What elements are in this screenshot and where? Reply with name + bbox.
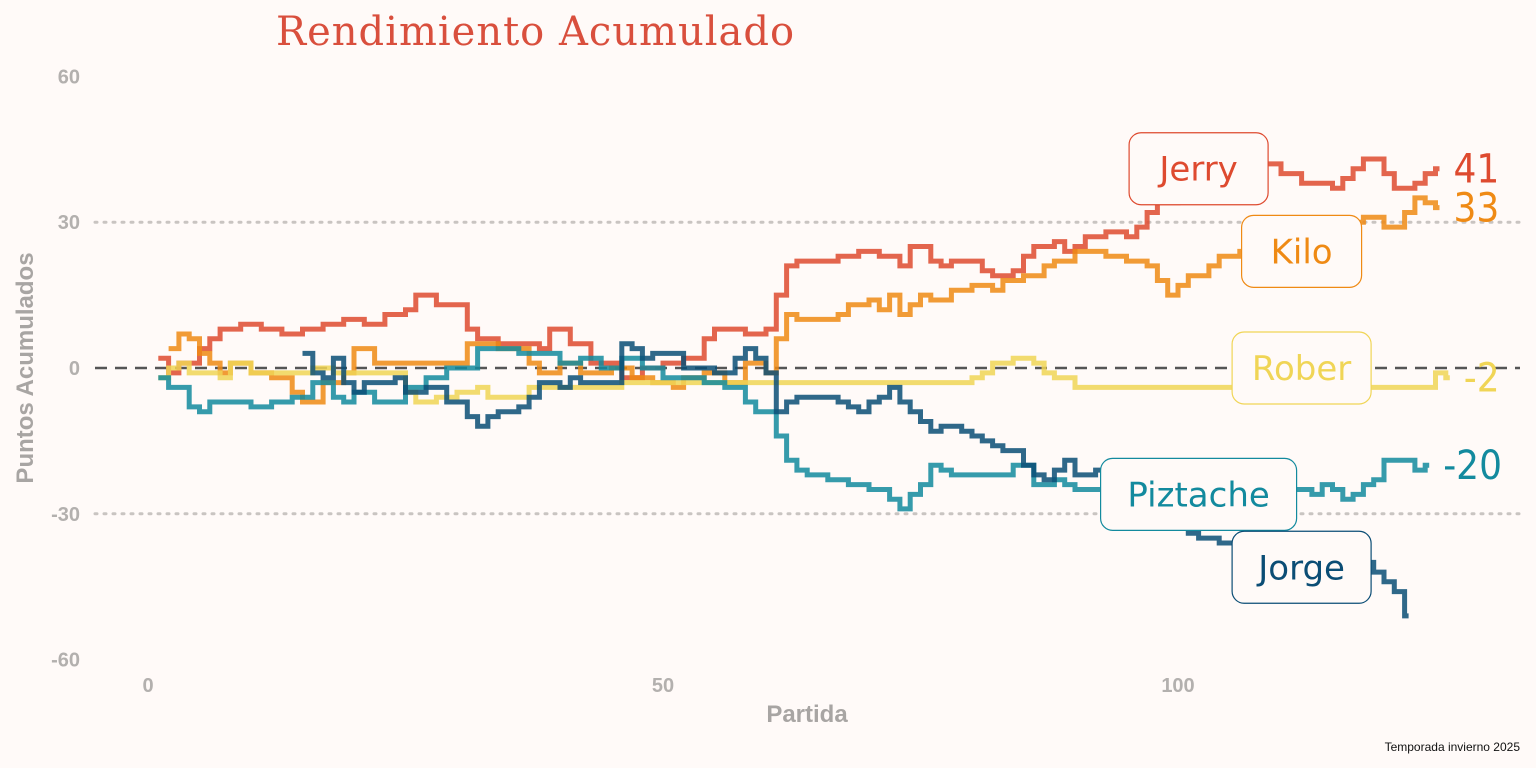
end-value-rober: -2 — [1464, 356, 1500, 402]
end-value-jerry: 41 — [1454, 147, 1500, 193]
series-label-box — [1128, 132, 1269, 206]
series-label-piztache: Piztache — [1099, 457, 1298, 531]
y-tick-label: 0 — [69, 358, 80, 380]
end-value-piztache: -20 — [1443, 443, 1502, 489]
x-tick-label: 0 — [142, 675, 153, 697]
y-tick-label: -30 — [51, 504, 80, 526]
series-label-text: Kilo — [1271, 232, 1333, 272]
y-tick-label: 60 — [58, 66, 80, 88]
series-labels: Jerry Kilo Rober Piztache Jorge — [1099, 132, 1372, 604]
series-label-text: Jorge — [1256, 548, 1345, 588]
chart-caption: Temporada invierno 2025 — [1385, 740, 1521, 754]
x-tick-label: 100 — [1161, 675, 1194, 697]
x-tick-label: 50 — [652, 675, 674, 697]
chart-title: Rendimiento Acumulado — [276, 9, 795, 55]
series-label-box — [1231, 530, 1372, 604]
series-label-jorge: Jorge — [1231, 530, 1372, 604]
series-label-box — [1231, 331, 1372, 405]
series-label-rober: Rober — [1231, 331, 1372, 405]
y-axis-label: Puntos Acumulados — [12, 252, 39, 483]
series-label-text: Jerry — [1157, 150, 1237, 190]
series-label-box — [1099, 457, 1298, 531]
series-label-jerry: Jerry — [1128, 132, 1269, 206]
x-axis-label: Partida — [766, 701, 848, 728]
series-line-rober — [158, 355, 1450, 405]
y-tick-label: 30 — [58, 212, 80, 234]
series-label-text: Piztache — [1127, 475, 1269, 515]
series-label-box — [1240, 214, 1363, 288]
y-axis-ticks: -60 -30 0 30 60 — [51, 66, 80, 671]
end-value-kilo: 33 — [1454, 186, 1500, 232]
series-label-kilo: Kilo — [1240, 214, 1363, 288]
y-tick-label: -60 — [51, 650, 80, 672]
x-axis-ticks: 0 50 100 — [142, 675, 1194, 697]
series-label-text: Rober — [1252, 349, 1351, 389]
